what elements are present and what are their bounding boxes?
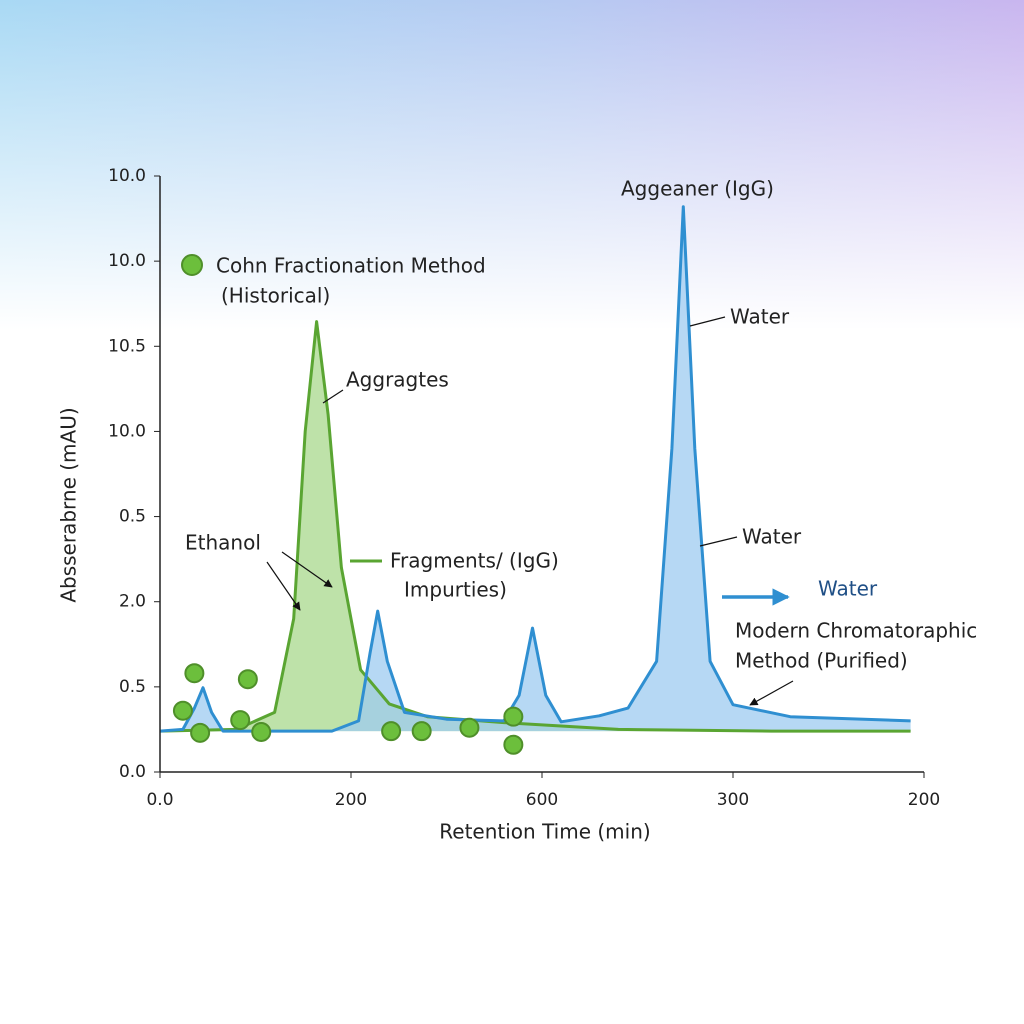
legend-label: Water (818, 577, 878, 601)
x-tick-label: 600 (526, 790, 558, 810)
y-tick-label: 0.0 (119, 762, 146, 782)
point (190, 722, 211, 743)
point (230, 710, 251, 731)
point (503, 734, 524, 755)
pointer (699, 536, 738, 547)
annotation: Aggeaner (IgG) (621, 177, 774, 201)
x-tick-label: 0.0 (146, 790, 173, 810)
legend-label: Cohn Fractionation Method (216, 254, 486, 278)
y-tick-label: 0.5 (119, 507, 146, 527)
legend-marker (181, 254, 203, 276)
pointer (749, 680, 794, 706)
point (251, 721, 272, 742)
x-axis-title: Retention Time (min) (439, 820, 650, 844)
y-tick-label: 2.0 (119, 592, 146, 612)
point (237, 669, 258, 690)
pointer (689, 316, 726, 327)
x-tick-label: 300 (717, 790, 749, 810)
y-tick-label: 10.0 (108, 251, 146, 271)
legend-label: Modern Chromatoraphic (735, 619, 977, 643)
annotation: Aggragtes (346, 368, 449, 392)
y-tick-label: 0.5 (119, 677, 146, 697)
x-tick-label: 200 (908, 790, 940, 810)
legend-label: Method (Purified) (735, 649, 908, 673)
point (459, 717, 480, 738)
point (184, 663, 205, 684)
pointer (281, 551, 333, 588)
point (411, 721, 432, 742)
x-tick-label: 200 (335, 790, 367, 810)
point (503, 706, 524, 727)
point (381, 721, 402, 742)
y-tick-label: 10.5 (108, 336, 146, 356)
legend-label: (Historical) (221, 284, 330, 308)
annotation: Water (742, 525, 802, 549)
y-axis-title: Absserabrne (mAU) (57, 407, 81, 602)
pointer (266, 561, 301, 611)
legend-label: Fragments/ (IgG) (390, 549, 559, 573)
point (172, 700, 193, 721)
area (160, 321, 911, 732)
plot-area: 0.0 0.5 2.0 0.5 10.0 10.5 10.0 10.0 0.0 200 600 300… (108, 166, 977, 810)
y-tick-label: 10.0 (108, 421, 146, 441)
legend-label: Impurties) (404, 578, 507, 602)
y-tick-label: 10.0 (108, 166, 146, 186)
annotation: Ethanol (185, 531, 261, 555)
annotation: Water (730, 305, 790, 329)
pointer (322, 389, 344, 404)
line (159, 320, 911, 733)
